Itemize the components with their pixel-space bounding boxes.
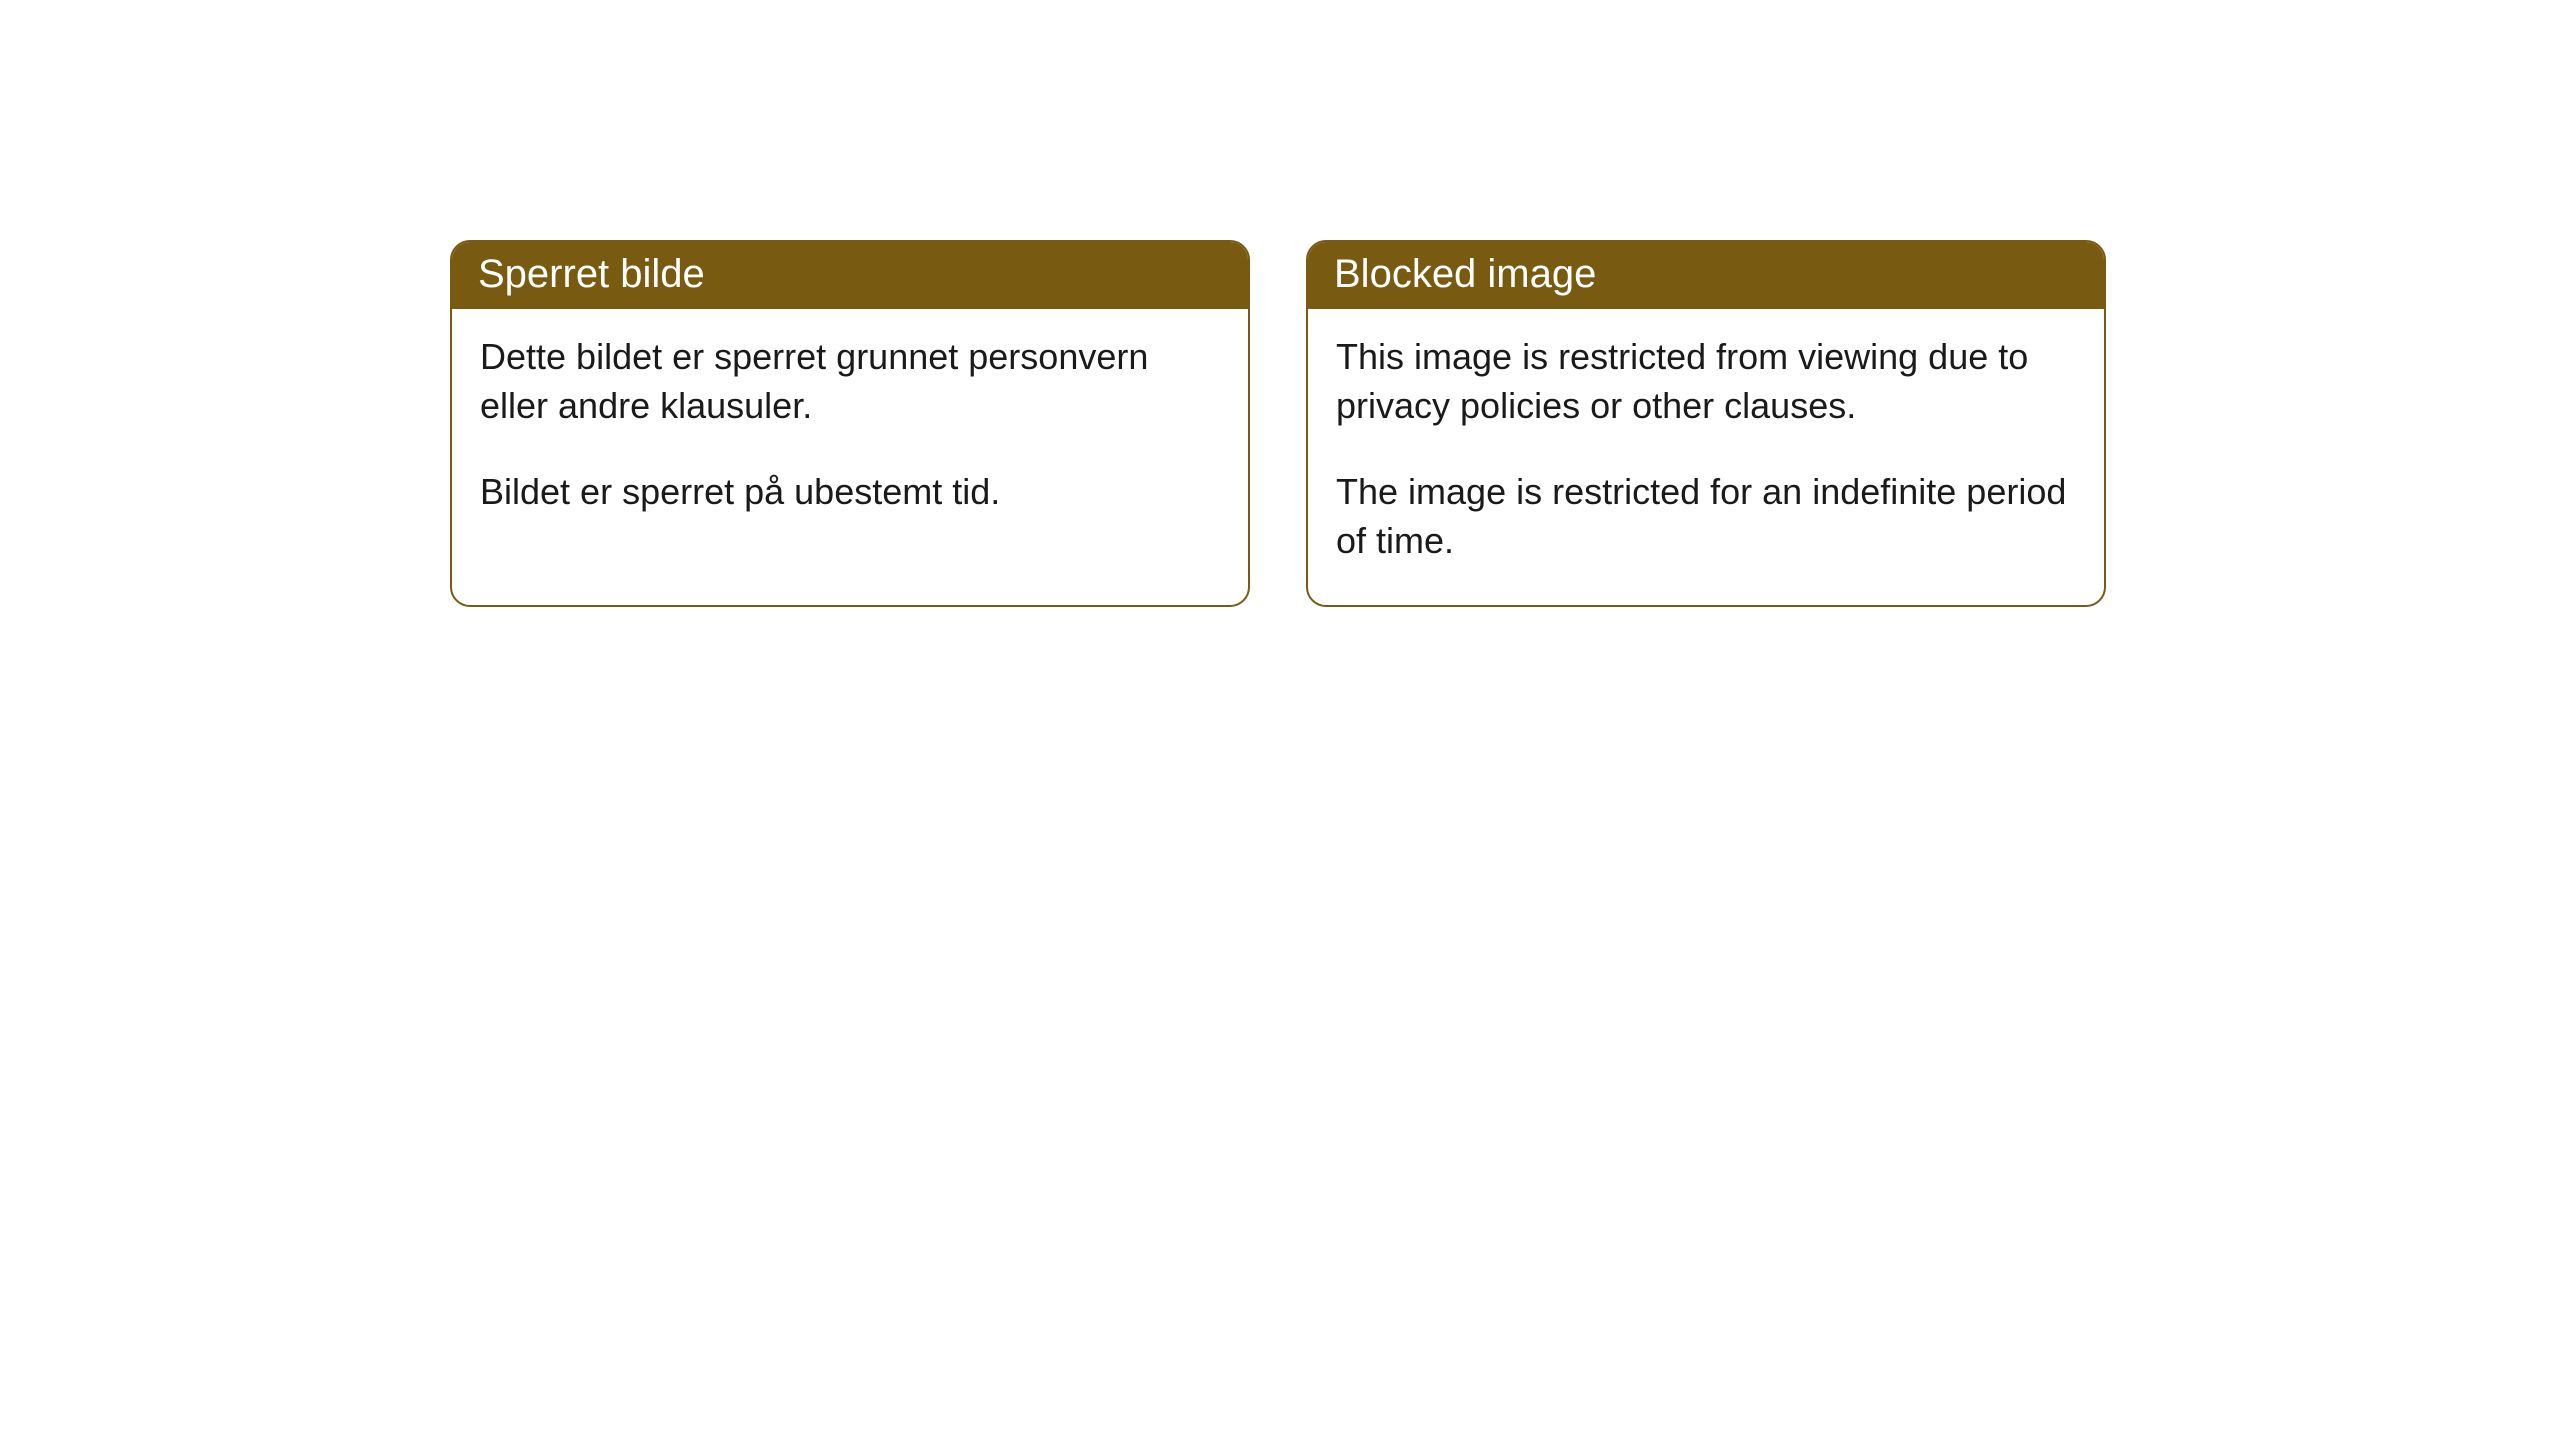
card-paragraph: Bildet er sperret på ubestemt tid. [480,468,1220,517]
card-header: Sperret bilde [452,242,1248,309]
blocked-image-card-en: Blocked image This image is restricted f… [1306,240,2106,607]
card-header: Blocked image [1308,242,2104,309]
card-body: This image is restricted from viewing du… [1308,309,2104,605]
card-paragraph: This image is restricted from viewing du… [1336,333,2076,430]
card-body: Dette bildet er sperret grunnet personve… [452,309,1248,557]
blocked-image-card-no: Sperret bilde Dette bildet er sperret gr… [450,240,1250,607]
cards-container: Sperret bilde Dette bildet er sperret gr… [450,240,2560,607]
card-paragraph: Dette bildet er sperret grunnet personve… [480,333,1220,430]
card-paragraph: The image is restricted for an indefinit… [1336,468,2076,565]
